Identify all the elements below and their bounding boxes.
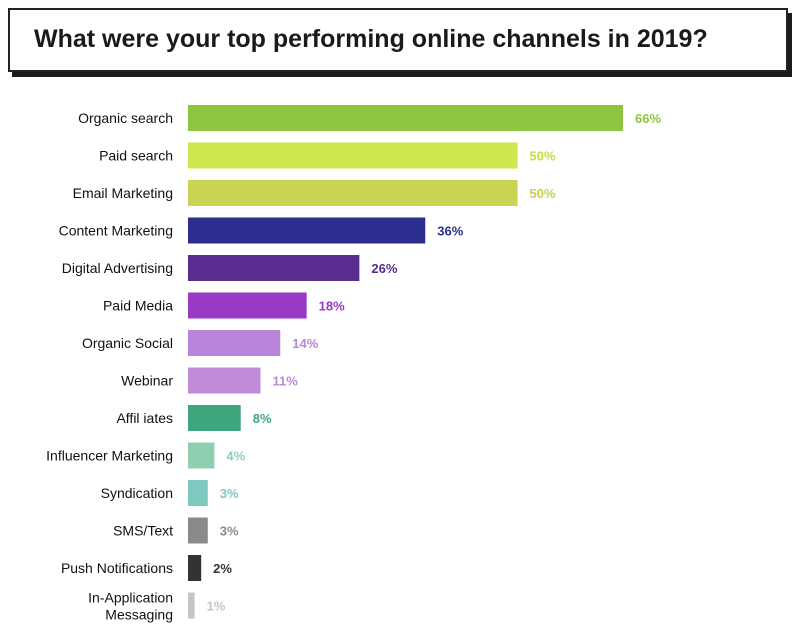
category-label-organic-social: Organic Social: [82, 335, 173, 351]
category-label-webinar: Webinar: [121, 373, 173, 389]
value-label-paid-media: 18%: [319, 299, 345, 314]
category-label-in-application-messaging: In-Application Messaging: [88, 590, 173, 623]
bar-paid-search: [188, 142, 518, 169]
bar-paid-media: [188, 292, 307, 319]
category-label-push-notifications: Push Notifications: [61, 560, 173, 576]
category-label-digital-advertising: Digital Advertising: [62, 260, 173, 276]
bar-influencer-marketing: [188, 442, 215, 469]
bar-in-application-messaging: [188, 592, 195, 619]
value-label-in-application-messaging: 1%: [207, 599, 226, 614]
bar-webinar: [188, 367, 261, 394]
bar-digital-advertising: [188, 255, 360, 281]
bar-affil-iates: [188, 405, 241, 431]
value-label-syndication: 3%: [220, 486, 239, 501]
value-label-organic-social: 14%: [292, 336, 318, 351]
category-label-affil-iates: Affil iates: [116, 410, 173, 426]
value-label-sms-text: 3%: [220, 524, 239, 539]
chart-title: What were your top performing online cha…: [34, 25, 708, 53]
category-label-sms-text: SMS/Text: [113, 523, 173, 539]
value-label-digital-advertising: 26%: [371, 261, 397, 276]
bar-push-notifications: [188, 555, 202, 581]
value-label-paid-search: 50%: [530, 149, 556, 164]
category-label-organic-search: Organic search: [78, 110, 173, 126]
value-label-organic-search: 66%: [635, 111, 661, 126]
value-label-content-marketing: 36%: [437, 224, 463, 239]
category-label-content-marketing: Content Marketing: [59, 223, 173, 239]
bar-organic-search: [188, 105, 623, 131]
value-label-influencer-marketing: 4%: [226, 449, 245, 464]
category-label-paid-search: Paid search: [99, 148, 173, 164]
value-label-webinar: 11%: [273, 374, 299, 389]
category-label-syndication: Syndication: [101, 485, 173, 501]
category-label-email-marketing: Email Marketing: [73, 185, 173, 201]
category-label-influencer-marketing: Influencer Marketing: [46, 448, 173, 464]
value-label-email-marketing: 50%: [530, 186, 556, 201]
category-label-paid-media: Paid Media: [103, 298, 173, 314]
bar-syndication: [188, 480, 208, 506]
value-label-push-notifications: 2%: [213, 561, 232, 576]
bar-content-marketing: [188, 217, 426, 244]
value-label-affil-iates: 8%: [253, 411, 272, 426]
bar-organic-social: [188, 330, 281, 356]
chart-title-box: What were your top performing online cha…: [8, 8, 788, 72]
bar-email-marketing: [188, 180, 518, 206]
bar-sms-text: [188, 517, 208, 544]
